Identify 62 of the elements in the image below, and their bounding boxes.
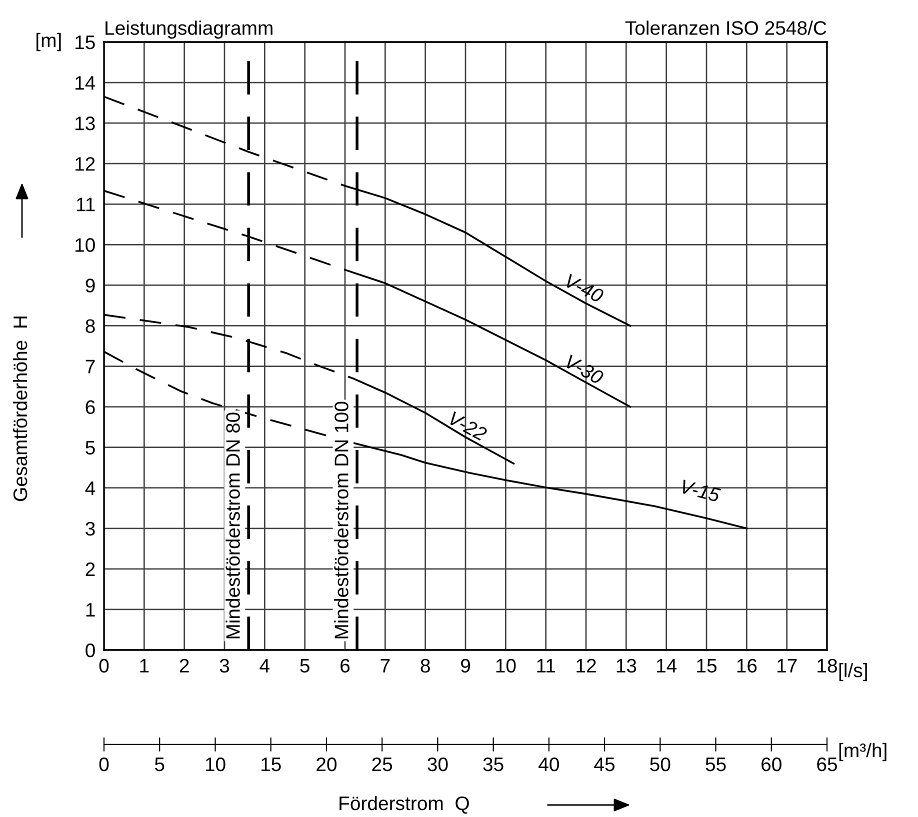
- chart-title: Leistungsdiagramm: [106, 20, 272, 39]
- x2-tick-label: 65: [817, 757, 837, 772]
- y-tick-label: 13: [76, 116, 95, 130]
- y-tick-label: 9: [86, 278, 95, 292]
- text: [m]: [36, 32, 61, 52]
- text: [m³/h]: [839, 742, 886, 762]
- text: V-22: [448, 411, 488, 442]
- x-tick-label: 18: [818, 658, 837, 673]
- x2-tick-label: 60: [762, 757, 782, 772]
- y-tick-label: 5: [86, 441, 95, 455]
- ref-line-label: Mindestförderstrom DN 100: [334, 402, 348, 638]
- x2-tick-label: 50: [650, 757, 670, 772]
- x-tick-label: 10: [496, 658, 516, 673]
- y-axis-title: Gesamtförderhöhe H: [12, 316, 28, 501]
- y-tick-label: 15: [76, 36, 95, 50]
- y-tick-label: 8: [86, 319, 95, 333]
- x-tick-label: 4: [260, 659, 270, 672]
- y-tick-label: 12: [76, 157, 95, 171]
- x-tick-label: 0: [99, 658, 109, 673]
- x-tick-label: 16: [737, 658, 757, 673]
- x-axis-title: Förderstrom Q: [340, 796, 469, 814]
- x2-tick-label: 0: [99, 757, 109, 772]
- y-tick-label: 7: [86, 360, 95, 374]
- y-tick-label: 0: [86, 643, 95, 658]
- x-tick-label: 13: [616, 658, 636, 673]
- chart-subtitle: Toleranzen ISO 2548/C: [625, 20, 826, 35]
- x2-tick-label: 45: [594, 758, 615, 772]
- y-tick-label: 3: [86, 522, 95, 536]
- x-tick-label: 12: [576, 658, 596, 672]
- x-tick-label: 9: [461, 658, 470, 673]
- x2-tick-label: 55: [706, 758, 726, 772]
- x2-tick-label: 10: [206, 757, 226, 772]
- x-tick-label: 1: [140, 659, 149, 672]
- x-tick-label: 5: [300, 659, 310, 673]
- text: V-30: [564, 354, 605, 385]
- text: V-15: [680, 480, 722, 502]
- y-tick-label: 2: [86, 562, 95, 576]
- y-tick-label: 4: [85, 482, 96, 495]
- x-tick-label: 14: [657, 659, 677, 672]
- x-tick-label: 11: [537, 659, 555, 672]
- y-tick-label: 14: [76, 76, 96, 90]
- x2-tick-label: 40: [538, 757, 559, 772]
- ref-line-label: Mindestförderstrom DN 80: [226, 412, 240, 638]
- y-tick-label: 1: [86, 603, 95, 617]
- x2-tick-label: 15: [262, 758, 281, 772]
- y-tick-label: 11: [76, 198, 95, 212]
- x-tick-label: 3: [220, 658, 230, 673]
- x-tick-label: 15: [697, 659, 716, 673]
- x2-tick-label: 20: [316, 757, 337, 772]
- y-tick-label: 10: [76, 238, 95, 252]
- y-tick-label: 6: [86, 400, 95, 414]
- x2-tick-label: 35: [483, 757, 504, 772]
- x-tick-label: 17: [778, 659, 797, 672]
- x2-tick-label: 25: [372, 757, 392, 772]
- text: [l/s]: [839, 662, 867, 682]
- x-tick-label: 7: [380, 659, 390, 672]
- x2-tick-label: 5: [154, 758, 164, 772]
- text: V-40: [564, 274, 605, 304]
- x-tick-label: 6: [340, 658, 350, 673]
- x-tick-label: 8: [420, 658, 430, 673]
- x2-tick-label: 30: [428, 757, 448, 772]
- x-tick-label: 2: [180, 658, 189, 672]
